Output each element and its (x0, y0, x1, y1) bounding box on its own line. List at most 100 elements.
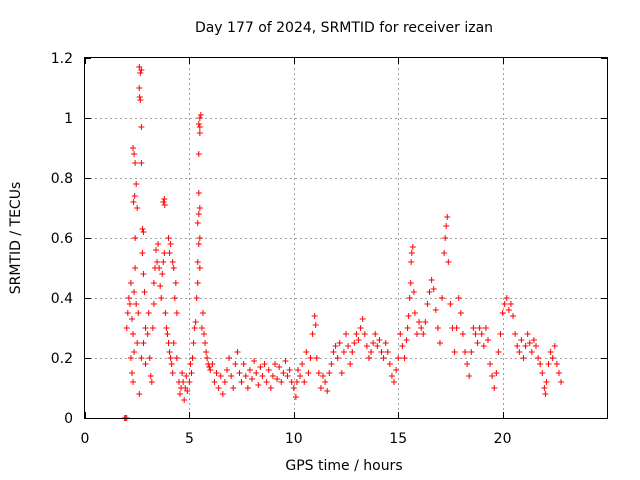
data-point (274, 376, 281, 382)
data-point (480, 343, 487, 349)
data-point (195, 190, 202, 196)
grid (85, 58, 607, 418)
data-point (196, 124, 203, 130)
data-point (472, 331, 479, 337)
data-point (514, 343, 521, 349)
data-point (558, 379, 565, 385)
data-point (215, 385, 222, 391)
data-point (244, 385, 251, 391)
data-point (516, 349, 523, 355)
data-point (334, 355, 341, 361)
data-point (130, 331, 137, 337)
x-tick-label: 10 (285, 431, 303, 447)
data-point (195, 211, 202, 217)
data-point (177, 391, 184, 397)
data-point (164, 331, 171, 337)
data-point (338, 370, 345, 376)
data-point (169, 259, 176, 265)
data-point (278, 379, 285, 385)
data-point (123, 325, 130, 331)
data-point (501, 301, 508, 307)
data-point (530, 337, 537, 343)
data-point (162, 310, 169, 316)
data-point (524, 331, 531, 337)
data-point (288, 379, 295, 385)
data-point (286, 367, 293, 373)
data-point (192, 319, 199, 325)
data-point (180, 379, 187, 385)
data-point (138, 67, 145, 73)
data-point (276, 364, 283, 370)
data-point (395, 355, 402, 361)
data-point (290, 385, 297, 391)
data-point (150, 280, 157, 286)
data-point (191, 325, 198, 331)
data-point (299, 361, 306, 367)
data-point (142, 325, 149, 331)
data-point (455, 295, 462, 301)
data-point (507, 301, 514, 307)
data-point (372, 331, 379, 337)
data-point (535, 355, 542, 361)
data-point (226, 355, 233, 361)
data-point (240, 361, 247, 367)
data-point (428, 277, 435, 283)
data-point (157, 283, 164, 289)
data-point (303, 349, 310, 355)
data-point (166, 250, 173, 256)
data-point (355, 337, 362, 343)
data-point (391, 379, 398, 385)
data-point (134, 205, 141, 211)
data-point (307, 355, 314, 361)
data-point (547, 349, 554, 355)
data-point (388, 373, 395, 379)
data-point (193, 295, 200, 301)
data-point (195, 121, 202, 127)
data-point (150, 301, 157, 307)
data-point (542, 391, 549, 397)
data-point (194, 220, 201, 226)
data-point (380, 355, 387, 361)
data-point (353, 331, 360, 337)
y-tick-labels: 0 0.2 0.4 0.6 0.8 1 1.2 (51, 51, 73, 427)
y-tick-label: 0.8 (51, 171, 73, 187)
data-point (140, 229, 147, 235)
data-point (305, 370, 312, 376)
data-point (195, 241, 202, 247)
data-point (161, 250, 168, 256)
data-point (169, 370, 176, 376)
data-point (332, 343, 339, 349)
data-point (130, 199, 137, 205)
data-point (520, 355, 527, 361)
data-point (466, 373, 473, 379)
data-point (522, 343, 529, 349)
data-point (468, 349, 475, 355)
data-point (443, 223, 450, 229)
data-point (131, 193, 138, 199)
y-tick-label: 0 (64, 411, 73, 427)
data-point (453, 325, 460, 331)
data-point (330, 349, 337, 355)
data-point (539, 370, 546, 376)
y-tick-label: 1.2 (51, 51, 73, 67)
data-point (253, 370, 260, 376)
data-point (234, 349, 241, 355)
data-point (462, 349, 469, 355)
data-point (131, 289, 138, 295)
data-point (128, 370, 135, 376)
data-point (187, 361, 194, 367)
data-point (213, 370, 220, 376)
data-point (408, 250, 415, 256)
data-point (148, 379, 155, 385)
x-tick-label: 0 (81, 431, 90, 447)
data-point (139, 226, 146, 232)
data-point (131, 349, 138, 355)
data-point (135, 310, 142, 316)
data-point (246, 367, 253, 373)
data-point (196, 265, 203, 271)
data-point (361, 331, 368, 337)
data-point (336, 340, 343, 346)
data-point (416, 319, 423, 325)
data-point (499, 310, 506, 316)
data-point (451, 349, 458, 355)
